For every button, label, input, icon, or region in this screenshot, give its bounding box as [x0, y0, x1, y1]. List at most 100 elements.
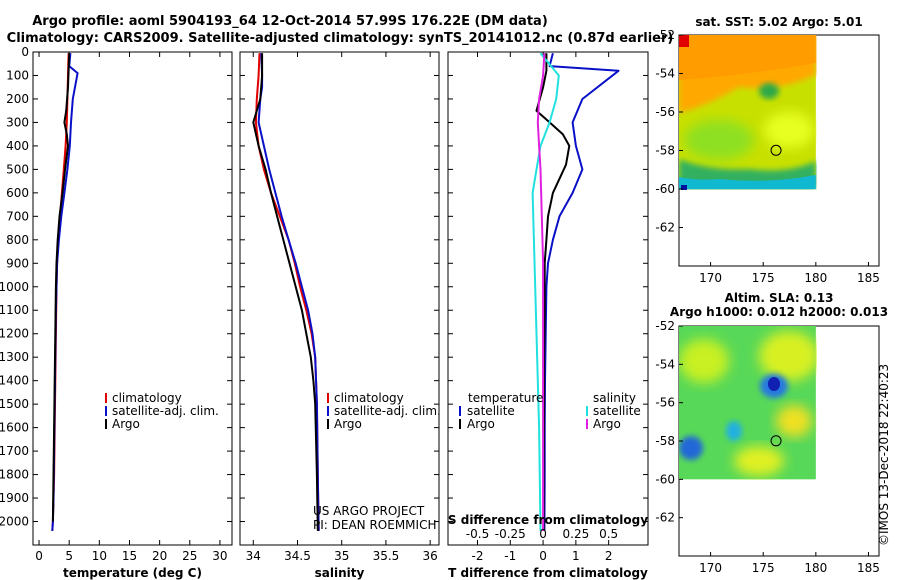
temperature-xtick-label: 15	[122, 549, 137, 563]
temperature-ytick-label: 800	[6, 233, 29, 247]
watermark-text: ©IMOS 13-Dec-2018 22:40:23	[877, 364, 891, 546]
difference-top-xtick-label: -0.5	[466, 527, 489, 541]
sst-map-xtick-label: 175	[752, 271, 775, 285]
temperature-xtick-label: 5	[65, 549, 73, 563]
difference-top-xtick-label: -0.25	[495, 527, 526, 541]
temperature-xtick-label: 0	[35, 549, 43, 563]
temperature-panel: 0 5 10 15 20 25 300100200300400500600700800900…	[0, 45, 233, 580]
sst-map-ytick-label: -56	[655, 105, 675, 119]
difference-legend-temperature-heading: temperature	[468, 391, 543, 405]
difference-panel: -2 -1 0 1 2 T difference from climatology temp…	[447, 51, 649, 580]
temperature-series-argo-line	[51, 53, 71, 522]
sla-map-subtitle: Argo h1000: 0.012 h2000: 0.013	[670, 305, 888, 319]
temperature-ytick-label: 1400	[0, 374, 29, 388]
sst-warmest-region	[679, 35, 816, 80]
salinity-xtick-label: 36	[423, 549, 438, 563]
temperature-xlabel: temperature (deg C)	[63, 566, 202, 580]
sst-map-ytick-label: -54	[655, 67, 675, 81]
difference-xtick-label: -1	[504, 549, 516, 563]
sst-map-ytick-label: -52	[655, 28, 675, 42]
temperature-xtick-label: 30	[212, 549, 227, 563]
temperature-ytick-label: 1800	[0, 468, 29, 482]
salinity-xtick-label: 34	[246, 549, 261, 563]
sst-hot-pixel	[679, 35, 689, 47]
sla-high-east	[776, 405, 812, 437]
temperature-ytick-label: 1000	[0, 280, 29, 294]
temperature-ytick-label: 200	[6, 92, 29, 106]
sla-map-image	[679, 326, 817, 480]
sla-map-xtick-label: 175	[752, 561, 775, 575]
sst-green-patch	[684, 120, 754, 160]
temperature-ytick-label: 2000	[0, 515, 29, 529]
sla-low-sw	[726, 421, 742, 441]
temperature-xtick-label: 25	[182, 549, 197, 563]
figure-title-line1: Argo profile: aoml 5904193_64 12-Oct-201…	[32, 14, 548, 29]
temperature-ytick-label: 0	[21, 45, 29, 59]
sla-map-xtick-label: 185	[857, 561, 880, 575]
difference-series-salinity_argo-line	[536, 53, 546, 531]
sla-map-panel: 170 175 180 185 -52 -54 -56 -58 -60 -62 Altim. SLA…	[655, 291, 888, 575]
temperature-ytick-label: 400	[6, 139, 29, 153]
temperature-ytick-label: 1500	[0, 397, 29, 411]
salinity-xlabel: salinity	[315, 566, 365, 580]
sst-map-xtick-label: 170	[699, 271, 722, 285]
sla-map-ytick-label: -58	[655, 434, 675, 448]
sst-cold-pixel	[681, 185, 687, 190]
temperature-ytick-label: 500	[6, 162, 29, 176]
difference-xtick-label: 0	[539, 549, 547, 563]
sst-coldest-south	[679, 175, 816, 189]
difference-xtick-label: -2	[472, 549, 484, 563]
sst-map-panel: 170 175 180 185 -52 -54 -56 -58 -60 -62 sat. SST: …	[655, 15, 880, 285]
temperature-ytick-label: 1700	[0, 444, 29, 458]
difference-top-xtick-label: 0.5	[599, 527, 618, 541]
sla-map-ytick-label: -52	[655, 319, 675, 333]
sla-map-ytick-label: -54	[655, 357, 675, 371]
difference-legend-temperature-label: satellite	[467, 404, 515, 418]
temperature-ytick-label: 300	[6, 115, 29, 129]
temperature-ytick-label: 1100	[0, 303, 29, 317]
temperature-ytick-label: 600	[6, 186, 29, 200]
salinity-panel: 34 34.5 35 35.5 36 salinity climatologysatelli…	[239, 51, 441, 580]
sla-low-west	[679, 436, 703, 460]
difference-top-xtick-label: 0.25	[563, 527, 590, 541]
sst-map-ytick-label: -60	[655, 182, 675, 196]
sst-map-ytick-label: -58	[655, 144, 675, 158]
salinity-legend-label: climatology	[334, 391, 404, 405]
difference-top-axis-title: S difference from climatology	[448, 513, 648, 527]
difference-legend-salinity-heading: salinity	[593, 391, 636, 405]
difference-series-salinity_satellite-line	[531, 52, 560, 531]
temperature-xtick-label: 10	[92, 549, 107, 563]
difference-legend-salinity-label: Argo	[593, 417, 621, 431]
sla-low-core	[768, 377, 780, 391]
salinity-xtick-label: 35	[334, 549, 349, 563]
salinity-xtick-label: 34.5	[284, 549, 311, 563]
salinity-legend-label: Argo	[334, 417, 362, 431]
sla-map-ytick-label: -62	[655, 511, 675, 525]
temperature-ytick-label: 1200	[0, 327, 29, 341]
sla-high-ne	[759, 331, 817, 381]
sst-map-image	[679, 35, 816, 190]
salinity-frame	[239, 51, 440, 546]
temperature-legend-label: climatology	[112, 391, 182, 405]
sst-cool-eddy	[759, 83, 779, 99]
temperature-xtick-label: 20	[152, 549, 167, 563]
temperature-ytick-label: 900	[6, 256, 29, 270]
sst-map-xtick-label: 180	[804, 271, 827, 285]
sla-map-ytick-label: -56	[655, 396, 675, 410]
sst-yellow-patch	[764, 112, 814, 148]
difference-legend-salinity-label: satellite	[593, 404, 641, 418]
difference-xlabel: T difference from climatology	[448, 566, 648, 580]
difference-top-xtick-label: 0	[539, 527, 547, 541]
temperature-ytick-label: 1300	[0, 350, 29, 364]
sla-map-argo-marker	[770, 435, 782, 447]
sst-map-xtick-label: 185	[857, 271, 880, 285]
salinity-xtick-label: 35.5	[373, 549, 400, 563]
sla-high-south	[734, 446, 784, 476]
difference-legend-temperature-label: Argo	[467, 417, 495, 431]
figure-title-line2: Climatology: CARS2009. Satellite-adjuste…	[7, 31, 674, 46]
sla-map-ytick-label: -60	[655, 472, 675, 486]
sla-high-nw	[679, 339, 729, 383]
sst-map-ytick-label: -62	[655, 221, 675, 235]
difference-xtick-label: 2	[605, 549, 613, 563]
